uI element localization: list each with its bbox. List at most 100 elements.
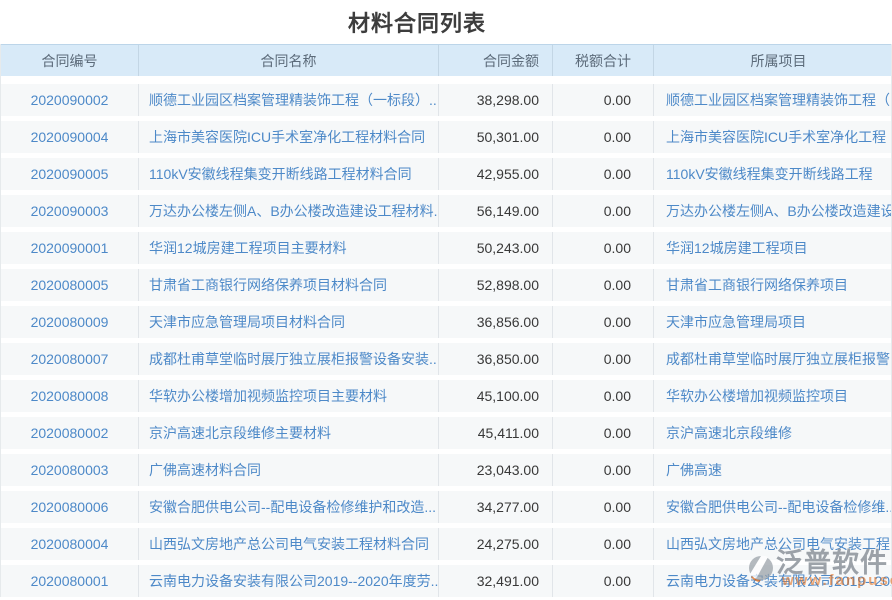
project-cell: 京沪高速北京段维修 [654, 417, 891, 449]
project-link[interactable]: 上海市美容医院ICU手术室净化工程 [666, 129, 887, 145]
contract-code-cell: 2020080005 [1, 269, 139, 301]
contract-name-cell: 天津市应急管理局项目材料合同 [139, 306, 439, 338]
project-cell: 成都杜甫草堂临时展厅独立展柜报警... [654, 343, 891, 375]
tax-total-cell: 0.00 [553, 232, 654, 264]
contract-code-cell: 2020080008 [1, 380, 139, 412]
contract-code-cell: 2020090004 [1, 121, 139, 153]
contract-name-link[interactable]: 甘肃省工商银行网络保养项目材料合同 [149, 277, 387, 293]
contract-name-cell: 甘肃省工商银行网络保养项目材料合同 [139, 269, 439, 301]
contract-name-cell: 华润12城房建工程项目主要材料 [139, 232, 439, 264]
project-cell: 云南电力设备安装有限公司2019--202... [654, 565, 891, 597]
project-cell: 顺德工业园区档案管理精装饰工程（... [654, 84, 891, 116]
contract-code-cell: 2020090005 [1, 158, 139, 190]
contract-code-link[interactable]: 2020090004 [30, 129, 109, 145]
tax-total-cell: 0.00 [553, 454, 654, 486]
project-link[interactable]: 顺德工业园区档案管理精装饰工程（... [666, 92, 891, 108]
contract-code-link[interactable]: 2020090005 [30, 166, 109, 182]
project-link[interactable]: 广佛高速 [666, 462, 722, 478]
contract-name-cell: 顺德工业园区档案管理精装饰工程（一标段）... [139, 84, 439, 116]
contract-name-link[interactable]: 成都杜甫草堂临时展厅独立展柜报警设备安装... [149, 351, 439, 367]
column-header-project: 所属项目 [750, 52, 807, 69]
project-cell: 安徽合肥供电公司--配电设备检修维... [654, 491, 891, 523]
contract-code-cell: 2020080003 [1, 454, 139, 486]
column-header-tax-total: 税额合计 [553, 45, 654, 76]
contract-name-link[interactable]: 京沪高速北京段维修主要材料 [149, 425, 331, 441]
contract-amount-cell: 24,275.00 [439, 528, 553, 560]
contract-name-cell: 上海市美容医院ICU手术室净化工程材料合同 [139, 121, 439, 153]
project-link[interactable]: 万达办公楼左侧A、B办公楼改造建设... [666, 203, 891, 219]
project-link[interactable]: 华润12城房建工程项目 [666, 240, 808, 256]
tax-total-cell: 0.00 [553, 417, 654, 449]
contract-amount-cell: 36,850.00 [439, 343, 553, 375]
contract-code-link[interactable]: 2020080007 [30, 351, 109, 367]
contract-code-link[interactable]: 2020080002 [30, 425, 109, 441]
tax-total-cell: 0.00 [553, 343, 654, 375]
project-link[interactable]: 甘肃省工商银行网络保养项目 [666, 277, 848, 293]
project-link[interactable]: 成都杜甫草堂临时展厅独立展柜报警... [666, 351, 891, 367]
contract-code-link[interactable]: 2020090001 [30, 240, 109, 256]
contract-name-link[interactable]: 上海市美容医院ICU手术室净化工程材料合同 [149, 129, 426, 145]
contract-code-cell: 2020080001 [1, 565, 139, 597]
contract-name-cell: 成都杜甫草堂临时展厅独立展柜报警设备安装... [139, 343, 439, 375]
project-link[interactable]: 山西弘文房地产总公司电气安装工程 [666, 536, 890, 552]
table-row: 2020080009 天津市应急管理局项目材料合同 36,856.00 0.00… [1, 306, 891, 338]
contract-code-link[interactable]: 2020080009 [30, 314, 109, 330]
contract-amount-cell: 45,100.00 [439, 380, 553, 412]
contract-name-link[interactable]: 110kV安徽线程集变开断线路工程材料合同 [149, 166, 412, 182]
contract-name-link[interactable]: 华润12城房建工程项目主要材料 [149, 240, 347, 256]
tax-total-cell: 0.00 [553, 528, 654, 560]
tax-total-cell: 0.00 [553, 121, 654, 153]
contract-table: 合同编号 合同名称 合同金额 税额合计 所属项目 2020090002 顺德工业… [0, 44, 892, 597]
contract-code-cell: 2020090002 [1, 84, 139, 116]
table-row: 2020080007 成都杜甫草堂临时展厅独立展柜报警设备安装... 36,85… [1, 343, 891, 375]
tax-total-cell: 0.00 [553, 269, 654, 301]
table-body: 2020090002 顺德工业园区档案管理精装饰工程（一标段）... 38,29… [1, 76, 891, 597]
table-header-row: 合同编号 合同名称 合同金额 税额合计 所属项目 [1, 44, 891, 76]
contract-name-link[interactable]: 安徽合肥供电公司--配电设备检修维护和改造... [149, 499, 436, 515]
project-link[interactable]: 云南电力设备安装有限公司2019--202... [666, 573, 891, 589]
contract-name-link[interactable]: 广佛高速材料合同 [149, 462, 261, 478]
project-cell: 万达办公楼左侧A、B办公楼改造建设... [654, 195, 891, 227]
contract-name-cell: 云南电力设备安装有限公司2019--2020年度劳... [139, 565, 439, 597]
table-row: 2020080006 安徽合肥供电公司--配电设备检修维护和改造... 34,2… [1, 491, 891, 523]
contract-code-link[interactable]: 2020090002 [30, 92, 109, 108]
contract-code-link[interactable]: 2020080004 [30, 536, 109, 552]
contract-name-link[interactable]: 华软办公楼增加视频监控项目主要材料 [149, 388, 387, 404]
project-link[interactable]: 天津市应急管理局项目 [666, 314, 806, 330]
contract-code-link[interactable]: 2020080001 [30, 573, 109, 589]
contract-amount-cell: 45,411.00 [439, 417, 553, 449]
contract-name-link[interactable]: 山西弘文房地产总公司电气安装工程材料合同 [149, 536, 429, 552]
contract-name-cell: 110kV安徽线程集变开断线路工程材料合同 [139, 158, 439, 190]
column-header-contract-code: 合同编号 [1, 45, 139, 76]
contract-code-link[interactable]: 2020080005 [30, 277, 109, 293]
contract-name-cell: 华软办公楼增加视频监控项目主要材料 [139, 380, 439, 412]
table-row: 2020090002 顺德工业园区档案管理精装饰工程（一标段）... 38,29… [1, 84, 891, 116]
tax-total-cell: 0.00 [553, 158, 654, 190]
contract-name-link[interactable]: 万达办公楼左侧A、B办公楼改造建设工程材料... [149, 203, 439, 219]
tax-total-cell: 0.00 [553, 84, 654, 116]
contract-code-cell: 2020080004 [1, 528, 139, 560]
contract-code-link[interactable]: 2020080003 [30, 462, 109, 478]
table-row: 2020090003 万达办公楼左侧A、B办公楼改造建设工程材料... 56,1… [1, 195, 891, 227]
table-row: 2020080001 云南电力设备安装有限公司2019--2020年度劳... … [1, 565, 891, 597]
contract-code-link[interactable]: 2020090003 [30, 203, 109, 219]
table-row: 2020090004 上海市美容医院ICU手术室净化工程材料合同 50,301.… [1, 121, 891, 153]
contract-amount-cell: 38,298.00 [439, 84, 553, 116]
contract-name-link[interactable]: 顺德工业园区档案管理精装饰工程（一标段）... [149, 92, 439, 108]
contract-name-link[interactable]: 云南电力设备安装有限公司2019--2020年度劳... [149, 573, 439, 589]
tax-total-cell: 0.00 [553, 491, 654, 523]
project-link[interactable]: 110kV安徽线程集变开断线路工程 [666, 166, 873, 182]
project-cell: 华软办公楼增加视频监控项目 [654, 380, 891, 412]
contract-code-link[interactable]: 2020080008 [30, 388, 109, 404]
project-link[interactable]: 华软办公楼增加视频监控项目 [666, 388, 848, 404]
table-row: 2020080004 山西弘文房地产总公司电气安装工程材料合同 24,275.0… [1, 528, 891, 560]
project-link[interactable]: 京沪高速北京段维修 [666, 425, 792, 441]
project-link[interactable]: 安徽合肥供电公司--配电设备检修维... [666, 499, 891, 515]
contract-amount-cell: 32,491.00 [439, 565, 553, 597]
contract-code-cell: 2020080006 [1, 491, 139, 523]
contract-code-link[interactable]: 2020080006 [30, 499, 109, 515]
table-row: 2020080003 广佛高速材料合同 23,043.00 0.00 广佛高速 [1, 454, 891, 486]
contract-name-link[interactable]: 天津市应急管理局项目材料合同 [149, 314, 345, 330]
project-cell: 山西弘文房地产总公司电气安装工程 [654, 528, 891, 560]
